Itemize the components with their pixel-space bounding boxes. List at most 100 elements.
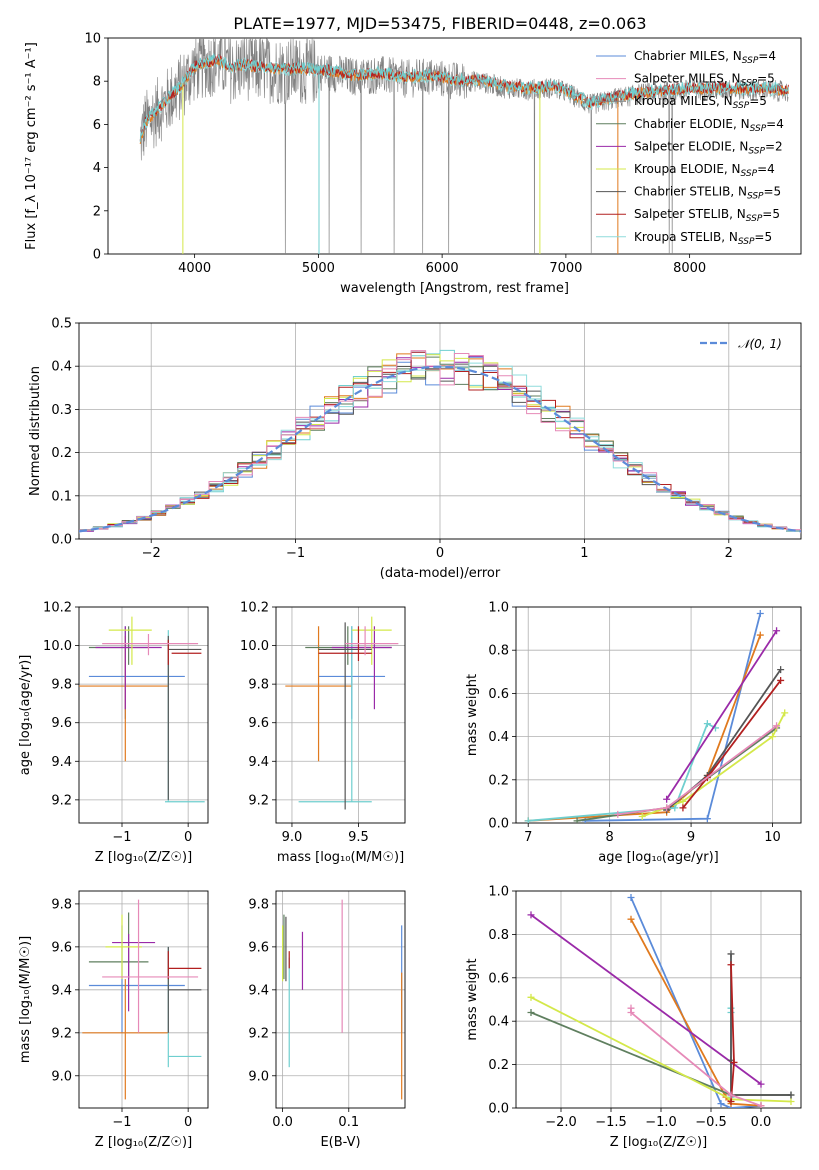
legend-count: =4 bbox=[757, 162, 775, 176]
legend-name: Chabrier STELIB, N bbox=[634, 185, 747, 199]
series-point bbox=[679, 804, 687, 812]
legend-entry: Chabrier MILES, NSSP=4 bbox=[634, 49, 776, 66]
y-tick-label: 0.6 bbox=[488, 687, 509, 702]
errorbar-point bbox=[102, 634, 199, 656]
x-tick-label: 7000 bbox=[549, 261, 582, 276]
errorbar-point bbox=[167, 946, 202, 1033]
x-tick-label: −1 bbox=[286, 546, 305, 561]
legend-name: Kroupa ELODIE, N bbox=[634, 162, 741, 176]
x-tick-label: −2.0 bbox=[545, 1115, 577, 1130]
errorbar-point bbox=[112, 933, 156, 1012]
legend-entry: Kroupa MILES, NSSP=5 bbox=[634, 94, 767, 111]
series-point bbox=[727, 950, 735, 958]
y-axis-label: age [log₁₀(age/yr)] bbox=[18, 655, 33, 776]
axes-frame bbox=[275, 890, 406, 1109]
x-tick-label: −1 bbox=[112, 1115, 131, 1130]
series-point bbox=[527, 1009, 535, 1017]
series-point bbox=[727, 1097, 735, 1105]
series-point bbox=[777, 676, 785, 684]
legend-count: =5 bbox=[754, 230, 772, 244]
x-tick-label: 10 bbox=[764, 830, 781, 845]
x-tick-label: 6000 bbox=[426, 261, 459, 276]
residuals-legend: 𝒩(0, 1) bbox=[700, 337, 782, 351]
series-line bbox=[665, 630, 778, 800]
errorbar-point bbox=[105, 914, 142, 980]
mass_vs_EBV-panel: 0.0 0.1 9.0 9.2 9.4 9.6 9.8 E(B-V) bbox=[248, 890, 406, 1150]
series-line bbox=[528, 722, 716, 822]
x-tick-label: 9.0 bbox=[282, 830, 303, 845]
series-line bbox=[666, 669, 782, 811]
errorbar-point bbox=[95, 626, 162, 710]
x-tick-label: 1 bbox=[580, 546, 588, 561]
x-tick-label: 7 bbox=[524, 830, 532, 845]
weight_vs_Z-panel: −2.0 −1.5 −1.0 −0.5 0.0 0.0 0.2 0.4 0.6 0.8 1.0 Z [… bbox=[465, 885, 802, 1150]
errorbar-point bbox=[102, 899, 199, 1033]
legend-name: Kroupa STELIB, N bbox=[634, 230, 738, 244]
y-tick-label: 0.1 bbox=[51, 489, 72, 504]
y-tick-label: 9.4 bbox=[51, 755, 72, 770]
y-tick-label: 0.2 bbox=[488, 1058, 509, 1073]
series-point bbox=[787, 1091, 795, 1099]
model-spectrum-line bbox=[139, 52, 789, 142]
mass_vs_Z-panel: −1 0 9.0 9.2 9.4 9.6 9.8 Z [log₁₀(Z/Z☉)] mass [l… bbox=[18, 890, 209, 1150]
y-tick-label: 0.5 bbox=[51, 317, 72, 332]
x-axis-label: age [log₁₀(age/yr)] bbox=[598, 850, 719, 865]
y-axis-label: mass weight bbox=[465, 674, 480, 756]
y-tick-label: 0.2 bbox=[488, 773, 509, 788]
legend-subscript: SSP bbox=[741, 169, 758, 179]
legend-subscript: SSP bbox=[738, 237, 755, 247]
y-tick-label: 9.2 bbox=[51, 793, 72, 808]
legend-count: =5 bbox=[757, 72, 775, 86]
series-point bbox=[627, 894, 635, 902]
age_vs_Z-plot bbox=[79, 616, 205, 803]
axes-frame bbox=[78, 322, 802, 540]
y-tick-label: 0 bbox=[93, 248, 101, 263]
x-tick-label: 0.0 bbox=[272, 1115, 293, 1130]
y-tick-label: 10 bbox=[84, 32, 101, 47]
y-tick-label: 0.4 bbox=[51, 360, 72, 375]
series-point bbox=[524, 817, 532, 823]
series-point bbox=[663, 795, 671, 803]
legend-subscript: SSP bbox=[747, 192, 764, 202]
y-tick-label: 9.4 bbox=[51, 983, 72, 998]
axes-frame bbox=[107, 37, 802, 255]
x-tick-label: 9.5 bbox=[348, 830, 369, 845]
y-tick-label: 9.2 bbox=[51, 1026, 72, 1041]
y-tick-label: 9.8 bbox=[248, 678, 269, 693]
x-tick-label: 9 bbox=[687, 830, 695, 845]
y-tick-label: 10.2 bbox=[43, 601, 72, 616]
y-axis-label: mass weight bbox=[465, 958, 480, 1040]
legend-name: Salpeter STELIB, N bbox=[634, 207, 746, 221]
weight_vs_age-panel: 7 8 9 10 0.0 0.2 0.4 0.6 0.8 1.0 age [log₁₀(age/yr… bbox=[465, 601, 802, 865]
legend-name: Kroupa MILES, N bbox=[634, 94, 733, 108]
y-axis-label: mass [log₁₀(M/M☉)] bbox=[18, 936, 33, 1063]
axes-frame bbox=[275, 606, 406, 824]
legend-entry: Kroupa STELIB, NSSP=5 bbox=[634, 230, 772, 247]
errorbar-point bbox=[165, 630, 205, 803]
errorbar-point bbox=[331, 626, 392, 710]
legend-entry: Chabrier ELODIE, NSSP=4 bbox=[634, 117, 784, 134]
x-tick-label: 0 bbox=[436, 546, 444, 561]
series-point bbox=[703, 815, 711, 823]
x-axis-label: mass [log₁₀(M/M☉)] bbox=[277, 850, 404, 865]
series-point bbox=[638, 813, 646, 821]
y-tick-label: 0.4 bbox=[488, 1015, 509, 1030]
errorbar-point bbox=[88, 925, 185, 1033]
y-tick-label: 10.2 bbox=[240, 601, 269, 616]
legend-subscript: SSP bbox=[746, 214, 763, 224]
legend-entry: 𝒩(0, 1) bbox=[738, 337, 782, 351]
series-point bbox=[663, 804, 671, 812]
spectrum-plot bbox=[139, 38, 789, 254]
errorbar-point bbox=[88, 626, 185, 719]
series-line bbox=[617, 725, 778, 816]
errorbar-point bbox=[318, 622, 372, 810]
y-tick-label: 9.8 bbox=[51, 897, 72, 912]
y-tick-label: 1.0 bbox=[488, 885, 509, 900]
x-axis-label: wavelength [Angstrom, rest frame] bbox=[340, 281, 569, 296]
legend-name: Salpeter ELODIE, N bbox=[634, 139, 748, 153]
residuals-plot bbox=[79, 349, 801, 534]
x-tick-label: −2 bbox=[142, 546, 161, 561]
y-tick-label: 0.0 bbox=[51, 533, 72, 548]
axes-frame bbox=[515, 606, 802, 824]
weight_vs_Z-plot bbox=[527, 894, 795, 1108]
